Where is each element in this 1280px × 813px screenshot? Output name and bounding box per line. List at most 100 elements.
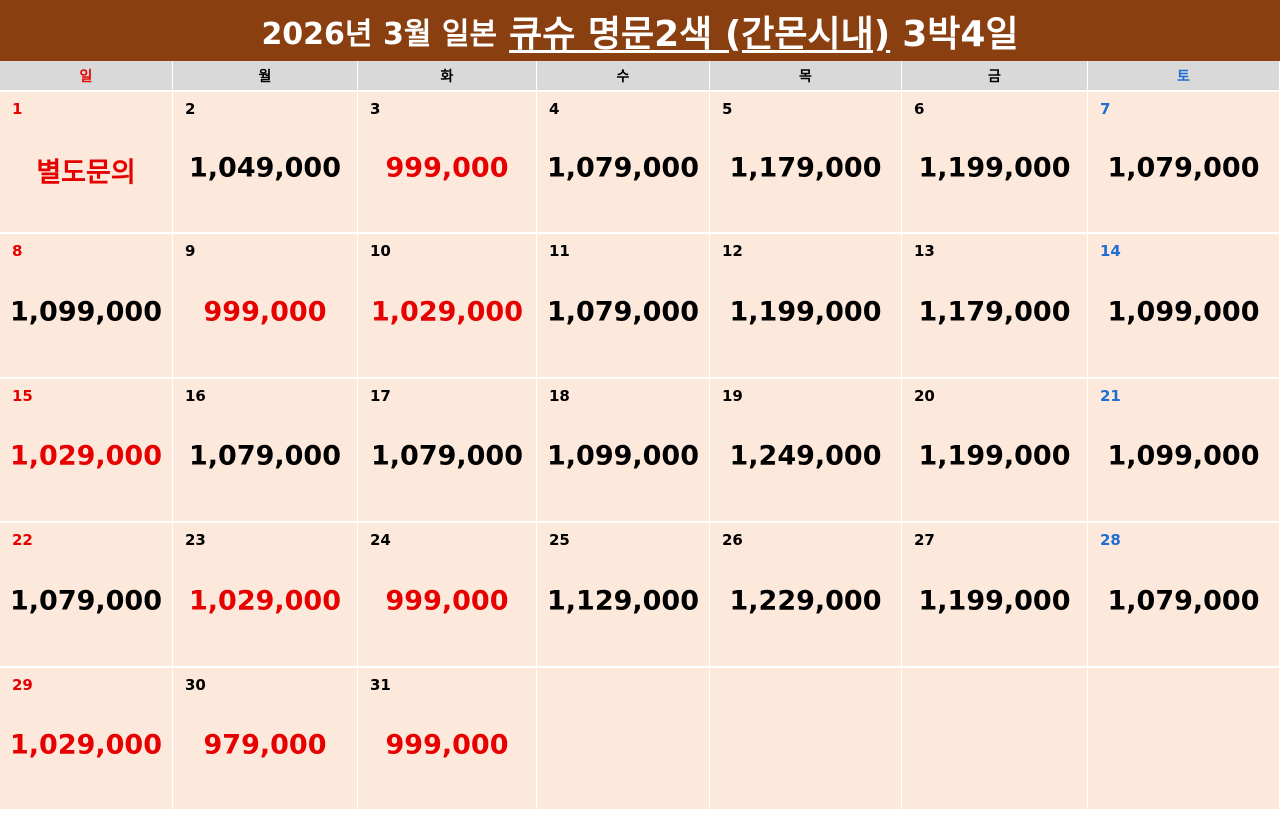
weekday-header-thu: 목 [710,61,902,92]
day-number: 16 [185,387,206,405]
tour-price: 1,079,000 [188,440,342,472]
calendar-day-cell: 5 1,179,000 [710,92,902,234]
empty-day-cell [710,668,902,811]
title-tour-name: 큐슈 명문2색 (간몬시내) [509,13,891,55]
day-number: 27 [914,531,935,549]
calendar-day-cell: 21 1,099,000 [1088,379,1280,523]
day-number: 20 [914,387,935,405]
calendar-day-cell: 25 1,129,000 [537,523,710,668]
calendar-day-cell: 19 1,249,000 [710,379,902,523]
day-number: 14 [1100,242,1121,260]
day-number: 17 [370,387,391,405]
day-number: 15 [12,387,33,405]
tour-price: 1,199,000 [918,152,1071,184]
day-number: 28 [1100,531,1121,549]
calendar-day-cell: 13 1,179,000 [902,234,1088,379]
calendar-day-cell: 18 1,099,000 [537,379,710,523]
calendar-day-cell: 7 1,079,000 [1088,92,1280,234]
tour-price: 1,179,000 [918,296,1071,328]
calendar-day-cell: 17 1,079,000 [358,379,537,523]
tour-price: 1,029,000 [9,729,163,761]
tour-price: 1,099,000 [9,296,163,328]
day-number: 7 [1100,100,1111,118]
tour-price: 1,079,000 [1107,585,1260,617]
calendar-day-cell: 31 999,000 [358,668,537,811]
day-number: 11 [549,242,570,260]
calendar-day-cell: 23 1,029,000 [173,523,358,668]
tour-price: 1,029,000 [188,585,342,617]
day-number: 13 [914,242,935,260]
calendar-day-cell: 29 1,029,000 [0,668,173,811]
tour-price: 1,049,000 [188,152,342,184]
day-number: 3 [370,100,381,118]
day-number: 29 [12,676,33,694]
calendar-day-cell: 15 1,029,000 [0,379,173,523]
calendar-day-cell: 28 1,079,000 [1088,523,1280,668]
day-number: 6 [914,100,925,118]
day-number: 10 [370,242,391,260]
calendar-day-cell: 4 1,079,000 [537,92,710,234]
tour-price: 999,000 [385,729,509,761]
calendar-day-cell: 22 1,079,000 [0,523,173,668]
weekday-header-wed: 수 [537,61,710,92]
tour-price: 1,199,000 [918,440,1071,472]
weekday-header-sun: 일 [0,61,173,92]
day-number: 4 [549,100,560,118]
calendar-title: 2026년 3월 일본 큐슈 명문2색 (간몬시내) 3박4일 [0,0,1280,61]
calendar-day-cell: 14 1,099,000 [1088,234,1280,379]
weekday-header-tue: 화 [358,61,537,92]
calendar-day-cell: 10 1,029,000 [358,234,537,379]
tour-price: 1,179,000 [729,152,882,184]
day-number: 30 [185,676,206,694]
title-date: 2026년 3월 일본 [261,16,498,52]
calendar-day-cell: 6 1,199,000 [902,92,1088,234]
tour-price: 별도문의 [36,157,136,189]
calendar-day-cell: 20 1,199,000 [902,379,1088,523]
day-number: 1 [12,100,23,118]
tour-price: 979,000 [203,729,327,761]
calendar-day-cell: 1 별도문의 [0,92,173,234]
calendar-day-cell: 16 1,079,000 [173,379,358,523]
calendar-day-cell: 12 1,199,000 [710,234,902,379]
day-number: 12 [722,242,743,260]
day-number: 26 [722,531,743,549]
weekday-header-mon: 월 [173,61,358,92]
tour-price: 1,099,000 [1107,296,1260,328]
tour-price: 1,199,000 [729,296,882,328]
day-number: 21 [1100,387,1121,405]
empty-day-cell [1088,668,1280,811]
calendar-day-cell: 9 999,000 [173,234,358,379]
day-number: 19 [722,387,743,405]
tour-price: 1,199,000 [918,585,1071,617]
tour-price: 999,000 [385,585,509,617]
calendar-grid: 일 월 화 수 목 금 토 1 별도문의 2 1,049,000 3 999,000 4 1,… [0,61,1280,813]
day-number: 24 [370,531,391,549]
tour-price: 1,079,000 [546,296,700,328]
day-number: 8 [12,242,23,260]
weekday-header-sat: 토 [1088,61,1280,92]
calendar-day-cell: 3 999,000 [358,92,537,234]
day-number: 23 [185,531,206,549]
tour-price: 1,079,000 [1107,152,1260,184]
tour-price: 1,029,000 [370,296,524,328]
tour-price: 1,079,000 [370,440,524,472]
calendar-day-cell: 8 1,099,000 [0,234,173,379]
tour-price: 1,129,000 [546,585,700,617]
calendar-day-cell: 30 979,000 [173,668,358,811]
calendar-day-cell: 24 999,000 [358,523,537,668]
empty-day-cell [537,668,710,811]
tour-price: 1,099,000 [1107,440,1260,472]
day-number: 25 [549,531,570,549]
tour-price: 1,079,000 [9,585,163,617]
calendar-day-cell: 11 1,079,000 [537,234,710,379]
tour-price: 999,000 [385,152,509,184]
day-number: 5 [722,100,733,118]
tour-price: 1,079,000 [546,152,700,184]
day-number: 22 [12,531,33,549]
day-number: 18 [549,387,570,405]
tour-price: 1,029,000 [9,440,163,472]
title-duration: 3박4일 [902,13,1019,55]
day-number: 2 [185,100,196,118]
day-number: 9 [185,242,196,260]
tour-price: 999,000 [203,296,327,328]
